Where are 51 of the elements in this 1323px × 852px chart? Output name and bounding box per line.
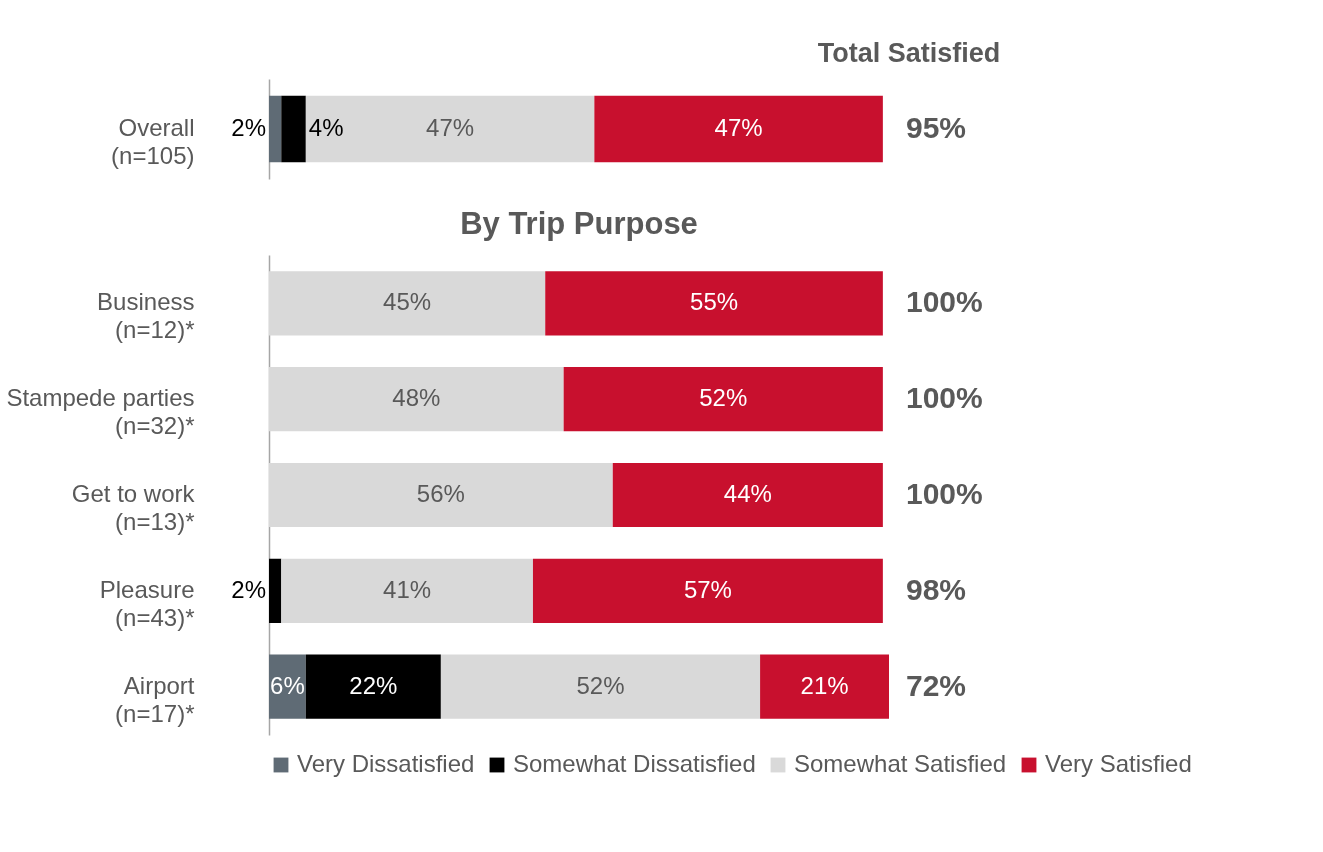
text: 98%: [906, 572, 967, 606]
data-label: 2%: [231, 575, 266, 603]
text: 100%: [906, 381, 983, 415]
data-label: 55%: [690, 288, 739, 316]
legend-label: Very Satisfied: [1045, 750, 1192, 777]
bar: [305, 654, 441, 719]
y-tick-label: Business (n=12)*: [97, 288, 195, 344]
bar: [305, 95, 595, 163]
bar: [563, 367, 883, 432]
bar: [281, 95, 306, 163]
legend-label: Somewhat Satisfied: [794, 750, 1007, 777]
data-label: 21%: [800, 671, 849, 699]
bar: [281, 558, 533, 623]
data-label: 47%: [426, 114, 475, 141]
y-tick-label: Stampede parties (n=32)*: [6, 384, 195, 440]
data-label: 57%: [683, 575, 732, 603]
data-label: 45%: [383, 288, 432, 316]
data-label: 48%: [392, 384, 441, 412]
bar: [545, 271, 883, 336]
data-label: 2%: [231, 114, 266, 141]
data-label: 44%: [723, 480, 772, 507]
chart-title: By Trip Purpose: [460, 206, 698, 241]
text: 95%: [906, 111, 967, 144]
bar: [532, 558, 883, 623]
bar: [269, 462, 613, 528]
text: 100%: [906, 477, 983, 510]
legend-label: Somewhat Dissatisfied: [513, 750, 756, 777]
data-label: 4%: [308, 114, 344, 141]
data-label: 52%: [699, 384, 748, 412]
bar: [269, 95, 282, 163]
text: 100%: [906, 285, 983, 319]
data-label: 6%: [270, 671, 305, 699]
bar: [760, 654, 889, 719]
bar: [440, 654, 761, 719]
bar: [269, 367, 564, 432]
bar: [269, 271, 546, 336]
bar: [269, 558, 282, 623]
y-tick-label: Airport (n=17)*: [115, 671, 195, 727]
text: Total Satisfied: [817, 38, 1001, 68]
legend-label: Very Dissatisfied: [297, 750, 475, 777]
data-label: 47%: [714, 114, 763, 141]
data-label: 22%: [349, 671, 398, 699]
y-tick-label: Pleasure (n=43)*: [99, 575, 195, 631]
data-label: 41%: [383, 575, 432, 603]
data-label: 52%: [576, 671, 625, 699]
y-tick-label: Overall (n=105): [111, 114, 195, 169]
bar: [594, 95, 883, 163]
data-label: 56%: [416, 480, 465, 507]
text: 72%: [906, 668, 967, 702]
bar: [612, 462, 883, 528]
y-tick-label: Get to work (n=13)*: [71, 480, 196, 535]
